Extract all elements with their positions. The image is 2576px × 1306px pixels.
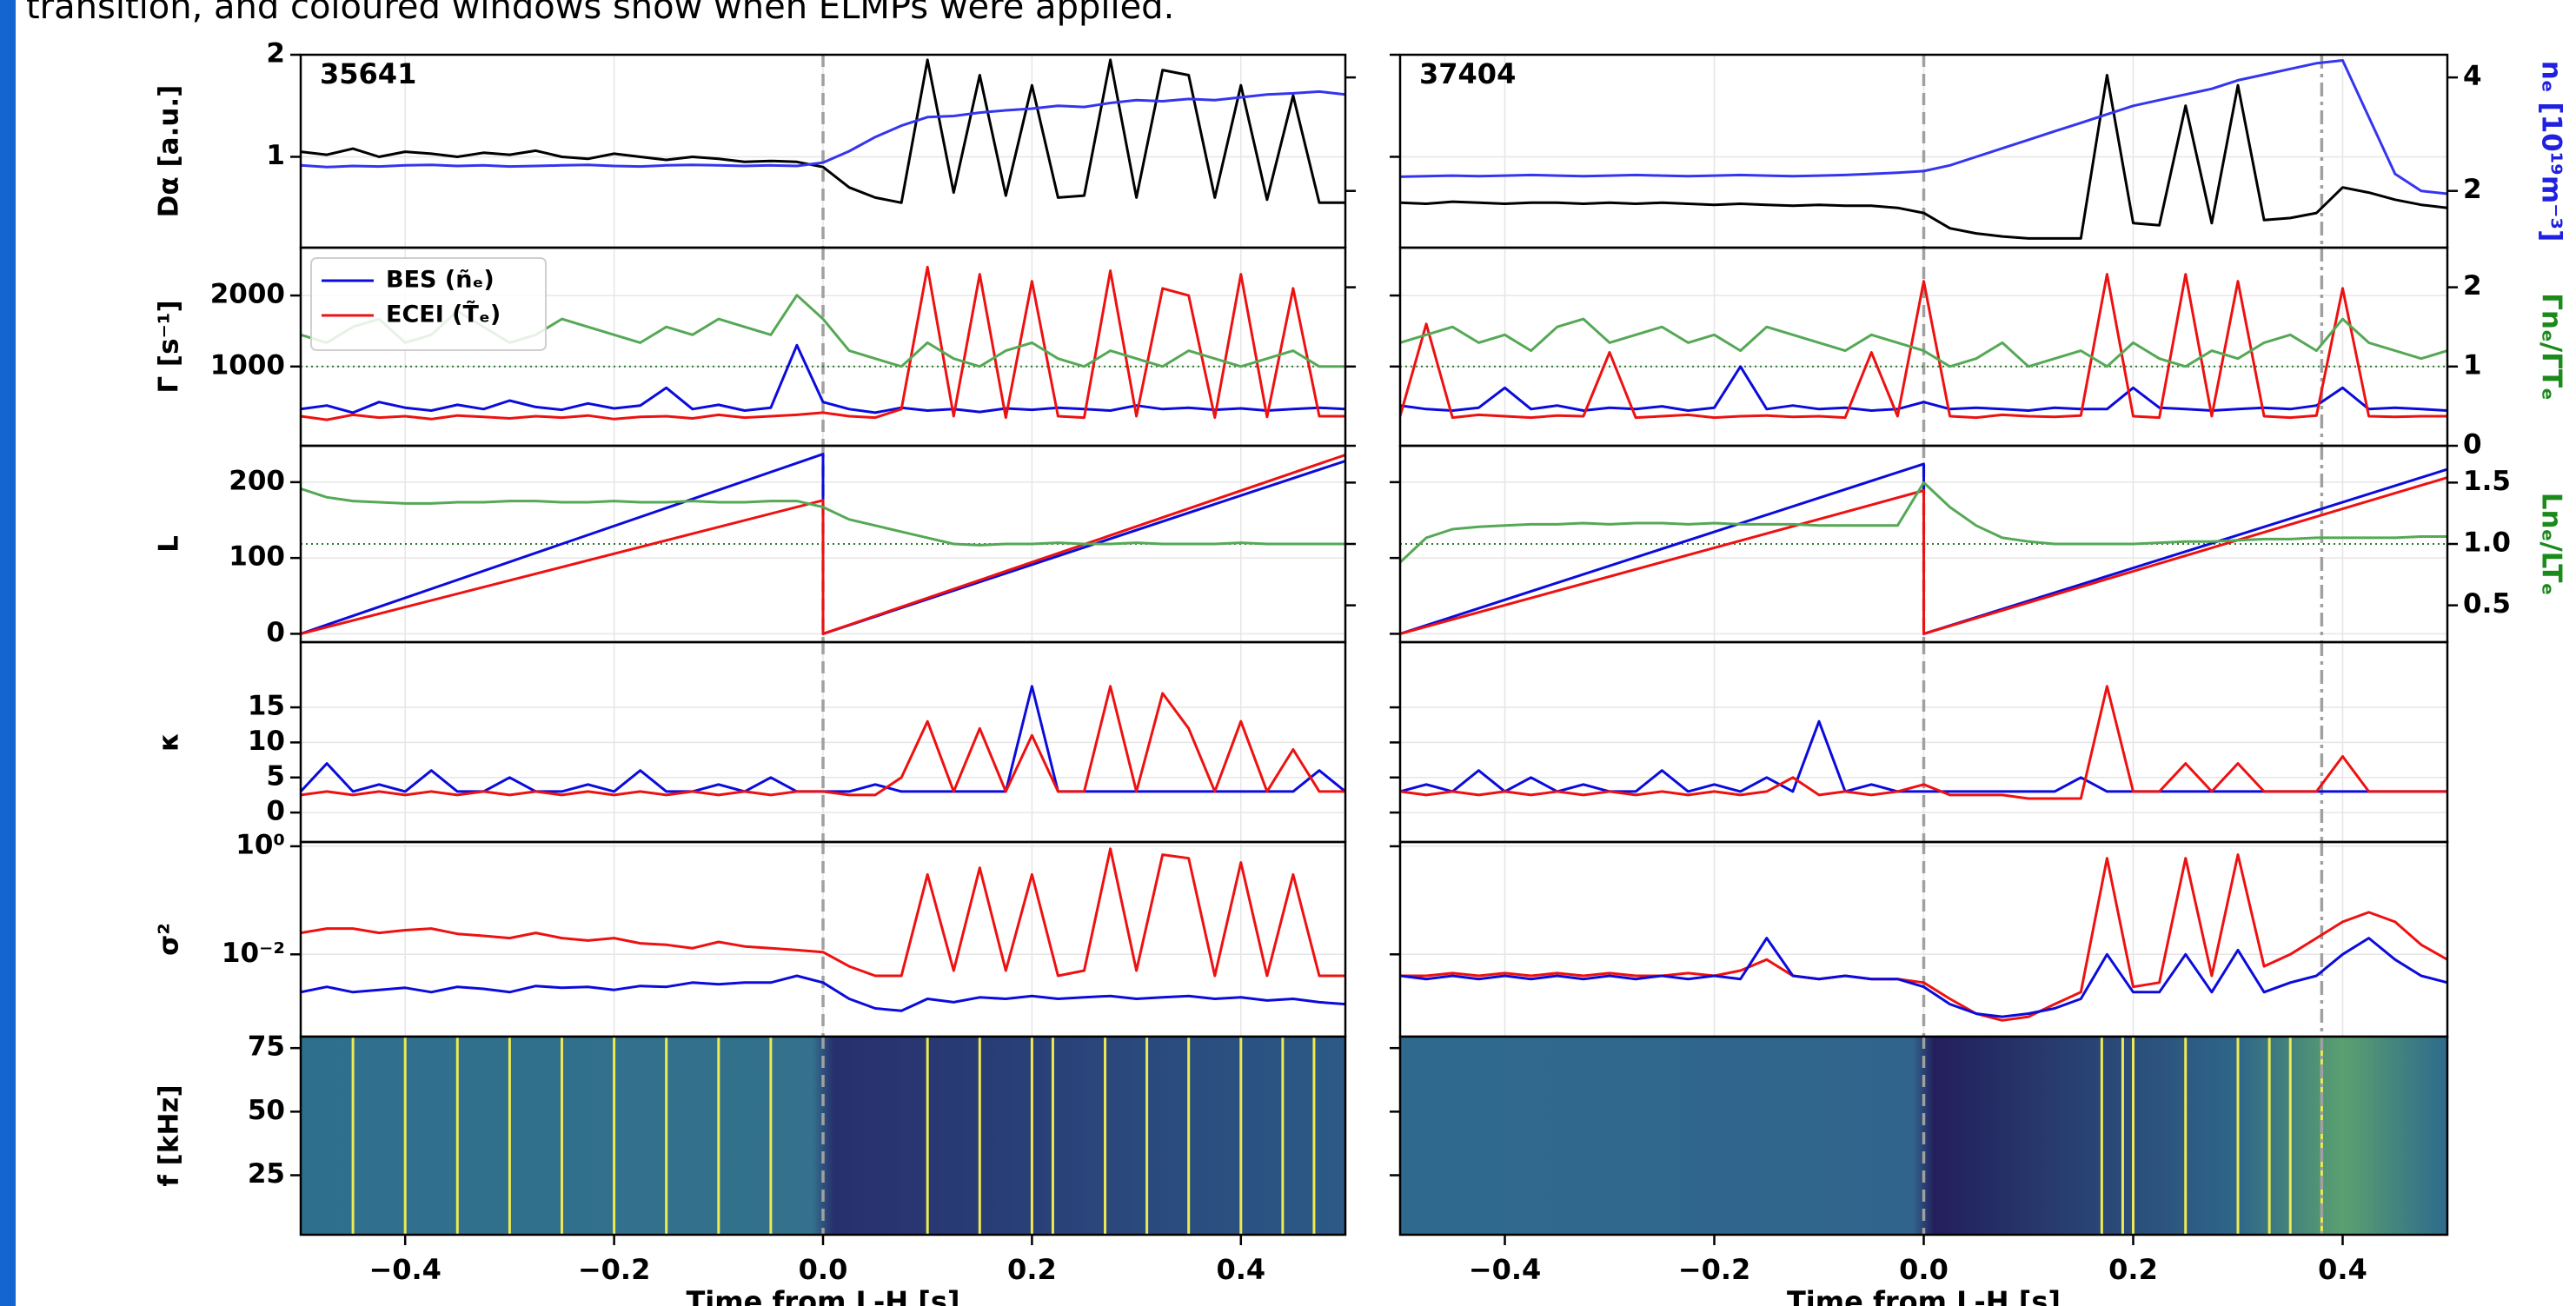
y-axis-label: Γ [s⁻¹] (154, 300, 185, 393)
series-line (1400, 273, 2447, 420)
series-line (301, 265, 1345, 421)
series-line (301, 487, 1345, 547)
y-tick-label: 75 (248, 1031, 285, 1063)
legend-label: BES (ñₑ) (386, 267, 495, 294)
y-tick-label: 10 (248, 726, 285, 757)
panel (301, 642, 1345, 842)
series-line (1400, 59, 2447, 196)
panel (301, 1037, 1345, 1235)
side-bar (0, 0, 16, 1306)
series-line (1400, 317, 2447, 368)
y-tick-label: 10⁻² (222, 938, 285, 969)
y-tick-label: 15 (248, 691, 285, 722)
x-tick-label: −0.4 (368, 1253, 442, 1286)
y2-tick-label: 1.0 (2463, 527, 2511, 559)
y2-tick-label: 4 (2463, 61, 2482, 92)
y2-axis-label: nₑ [10¹⁹m⁻³] (2536, 61, 2567, 242)
y-tick-label: 2000 (210, 279, 285, 310)
panel (1400, 1037, 2447, 1235)
x-tick-label: −0.2 (578, 1253, 651, 1286)
y2-tick-label: 0 (2463, 429, 2482, 461)
x-tick-label: 0.2 (1007, 1253, 1057, 1286)
y-tick-label: 0 (266, 796, 285, 827)
y-tick-label: 25 (248, 1158, 285, 1190)
y-tick-label: 5 (266, 760, 285, 792)
y-axis-label: σ² (154, 923, 185, 956)
panel (301, 55, 1345, 248)
series-line (1400, 853, 2447, 1022)
x-tick-label: −0.2 (1678, 1253, 1751, 1286)
shot-label: 35641 (320, 57, 416, 90)
x-tick-label: 0.0 (799, 1253, 848, 1286)
x-tick-label: −0.4 (1469, 1253, 1542, 1286)
series-line (301, 58, 1345, 204)
y2-axis-label: Γnₑ/ΓTₑ (2536, 293, 2567, 401)
series-line (301, 685, 1345, 797)
series-line (301, 974, 1345, 1012)
y-tick-label: 1000 (210, 349, 285, 381)
x-tick-label: 0.2 (2108, 1253, 2158, 1286)
x-tick-label: 0.4 (2318, 1253, 2367, 1286)
caption: transition, and coloured windows show wh… (26, 0, 1174, 27)
y-tick-label: 100 (229, 541, 285, 573)
series-line (301, 89, 1345, 169)
y-tick-label: 0 (266, 617, 285, 648)
x-axis-label: Time from L-H [s] (1787, 1285, 2061, 1306)
y-tick-label: 10⁰ (236, 829, 285, 860)
panel (1400, 446, 2447, 642)
x-axis-label: Time from L-H [s] (686, 1285, 959, 1306)
y2-axis-label: Lnₑ/LTₑ (2536, 493, 2567, 596)
legend-label: ECEI (T̃ₑ) (386, 301, 501, 328)
panel (301, 842, 1345, 1037)
y-tick-label: 2 (266, 38, 285, 70)
series-line (1400, 476, 2447, 635)
shot-label: 37404 (1419, 57, 1516, 90)
y-tick-label: 1 (266, 140, 285, 171)
x-tick-label: 0.4 (1216, 1253, 1265, 1286)
panel (301, 446, 1345, 642)
y2-tick-label: 2 (2463, 270, 2482, 302)
y2-tick-label: 1.5 (2463, 466, 2511, 497)
y-tick-label: 50 (248, 1095, 285, 1126)
y-axis-label: κ (154, 733, 185, 752)
series-line (1400, 937, 2447, 1018)
series-line (301, 343, 1345, 414)
y-tick-label: 200 (229, 465, 285, 496)
y2-tick-label: 0.5 (2463, 588, 2511, 620)
series-line (1400, 685, 2447, 800)
y2-tick-label: 2 (2463, 174, 2482, 205)
series-line (301, 847, 1345, 978)
y-axis-label: Dα [a.u.] (154, 85, 185, 218)
y-axis-label: f [kHz] (154, 1084, 185, 1186)
x-tick-label: 0.0 (1899, 1253, 1949, 1286)
panel (1400, 642, 2447, 842)
y2-tick-label: 1 (2463, 349, 2482, 381)
panel (1400, 248, 2447, 446)
series-line (1400, 481, 2447, 564)
panel (1400, 55, 2447, 248)
series-line (1400, 365, 2447, 412)
y-axis-label: L (154, 535, 185, 553)
panel (1400, 842, 2447, 1037)
series-line (1400, 74, 2447, 240)
